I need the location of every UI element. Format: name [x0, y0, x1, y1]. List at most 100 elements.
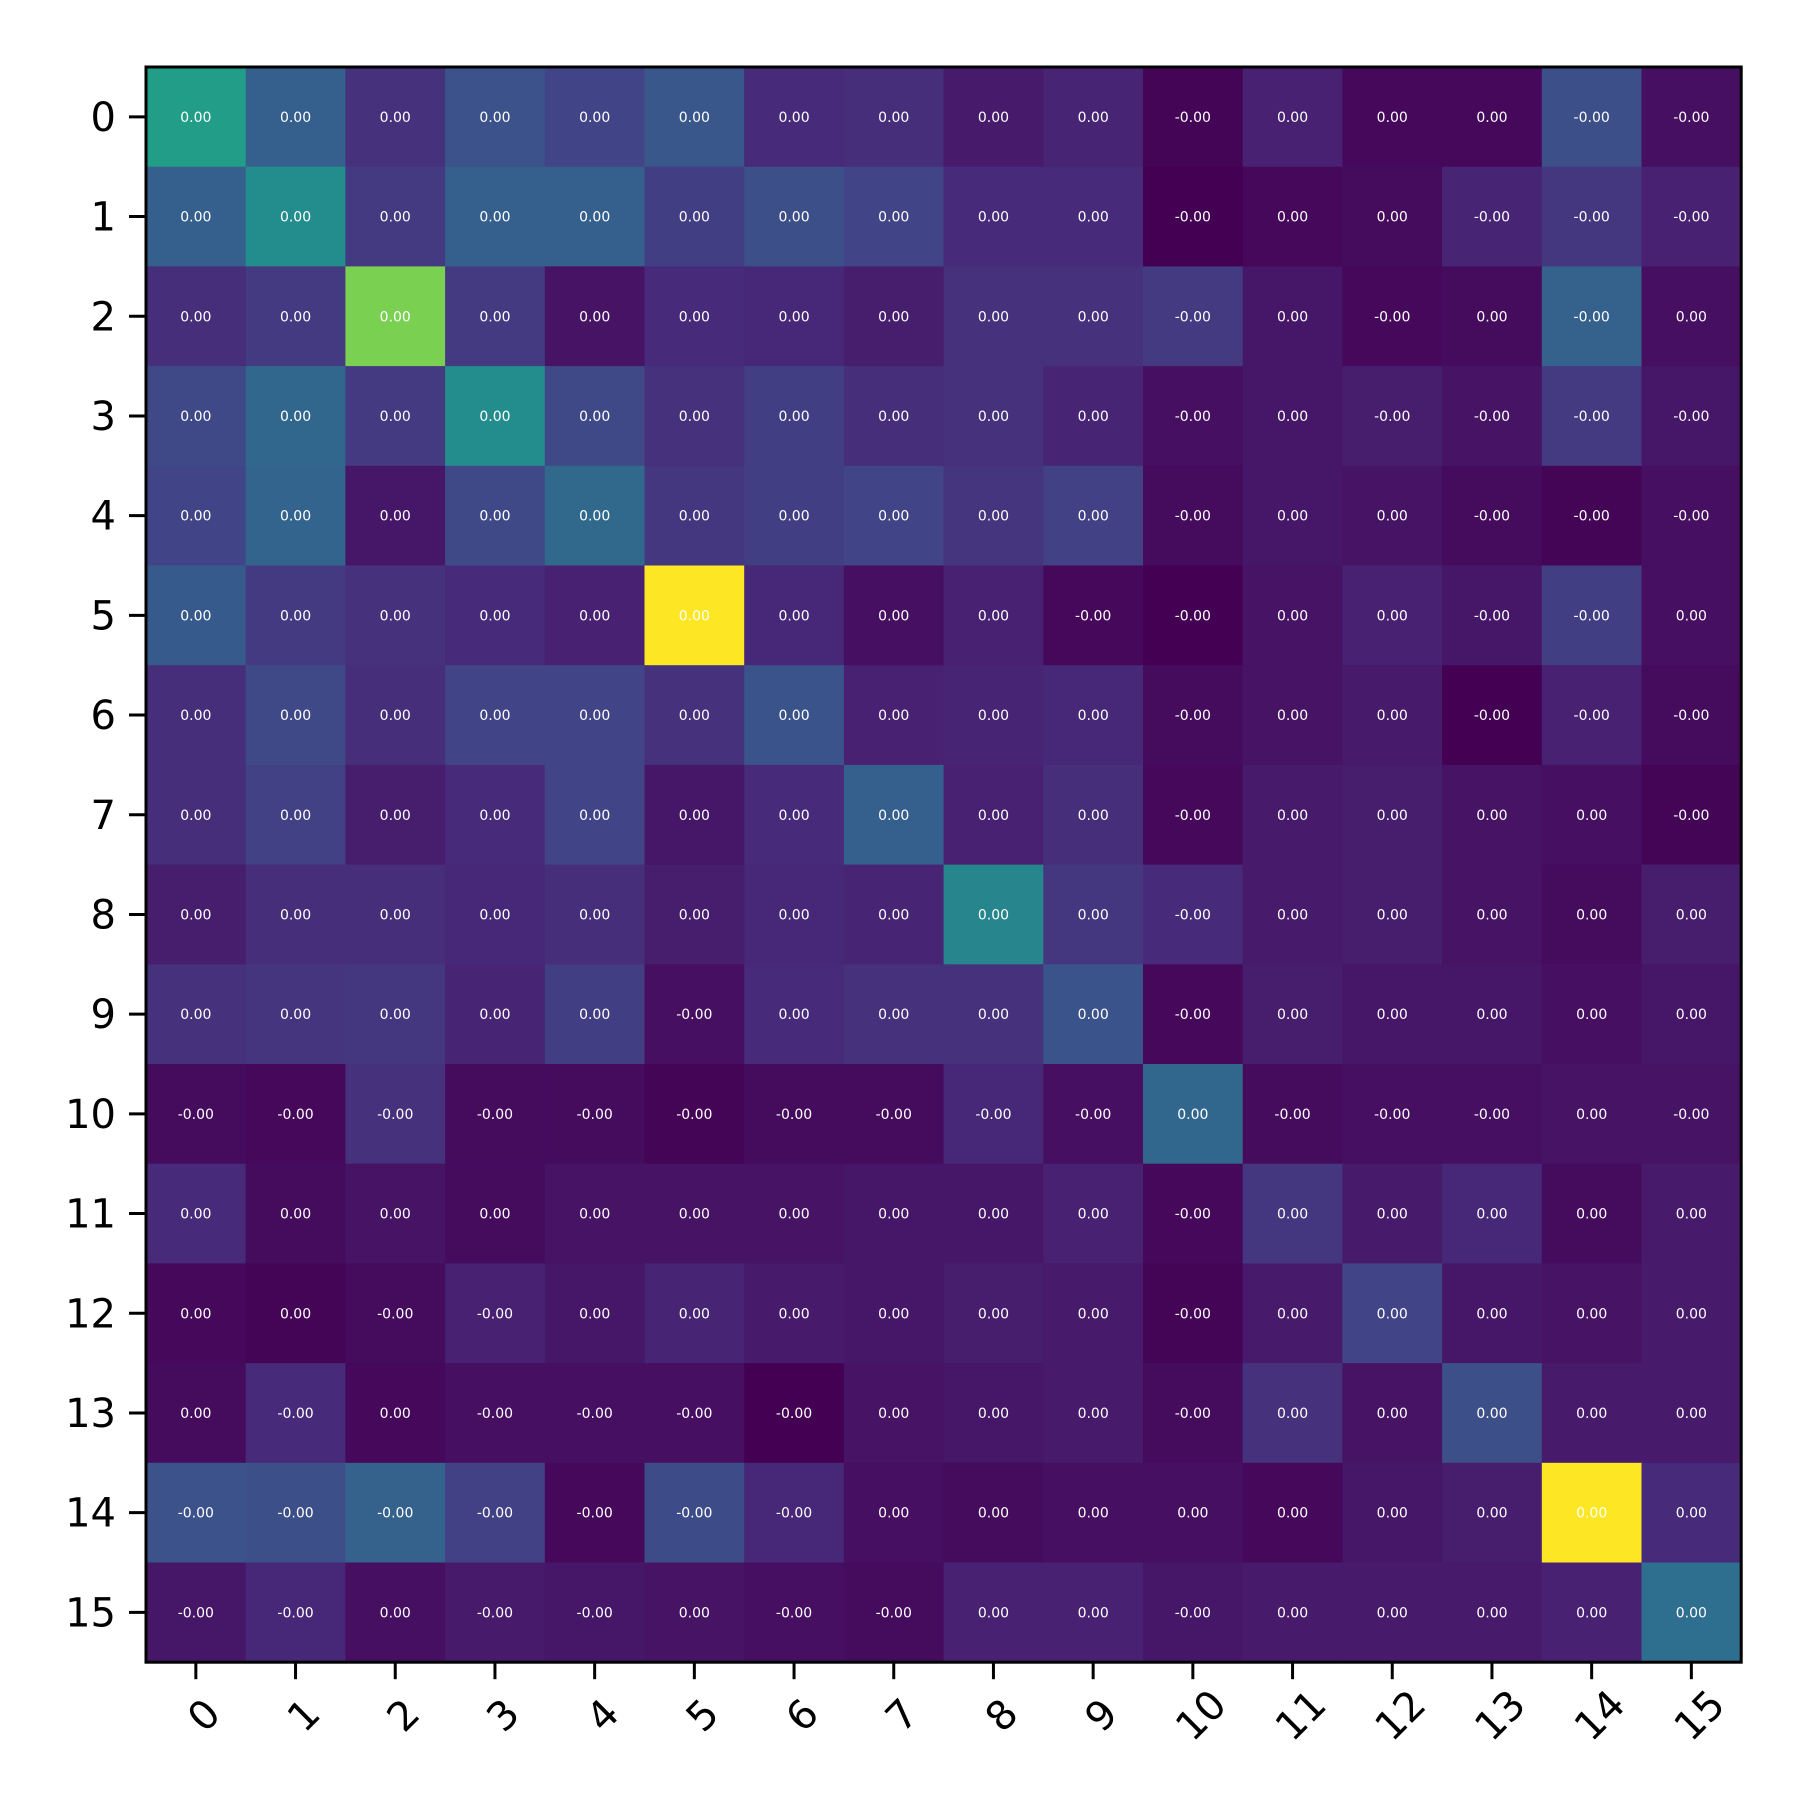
heatmap-cell-5-7 [843, 565, 945, 666]
heatmap-cell-13-4 [544, 1363, 646, 1464]
cell-value-label: -0.00 [1175, 907, 1211, 923]
heatmap-cell-15-14 [1541, 1562, 1643, 1663]
y-tick-label: 10 [65, 1092, 116, 1138]
heatmap-cell-10-8 [943, 1064, 1044, 1165]
heatmap-cell-9-6 [744, 964, 845, 1065]
cell-value-label: 0.00 [1078, 1506, 1109, 1522]
heatmap-cell-13-3 [445, 1363, 546, 1464]
heatmap-cell-10-9 [1043, 1064, 1144, 1165]
cell-value-label: 0.00 [778, 509, 809, 525]
heatmap-cell-3-15 [1641, 366, 1742, 467]
cell-value-label: -0.00 [1574, 110, 1610, 126]
heatmap-cell-4-8 [943, 465, 1044, 567]
cell-value-label: 0.00 [479, 509, 510, 525]
cell-value-label: 0.00 [878, 1306, 909, 1322]
cell-value-label: -0.00 [1474, 210, 1510, 226]
heatmap-cell-0-10 [1143, 67, 1244, 168]
cell-value-label: 0.00 [679, 1306, 710, 1322]
heatmap-cell-2-8 [943, 266, 1044, 367]
heatmap-cell-3-7 [843, 366, 945, 467]
heatmap-cell-2-14 [1541, 266, 1643, 367]
cell-value-label: -0.00 [477, 1605, 513, 1621]
cell-value-label: 0.00 [280, 210, 311, 226]
heatmap-cell-8-10 [1143, 864, 1244, 965]
cell-value-label: 0.00 [280, 1306, 311, 1322]
heatmap-cell-11-4 [544, 1163, 646, 1264]
heatmap-cell-15-6 [744, 1562, 845, 1663]
heatmap-cell-8-3 [445, 864, 546, 965]
heatmap-cell-5-9 [1043, 565, 1144, 666]
heatmap-cell-15-5 [644, 1562, 745, 1663]
cell-value-label: 0.00 [679, 309, 710, 325]
heatmap-cell-1-12 [1342, 166, 1443, 267]
heatmap-cell-10-10 [1143, 1064, 1244, 1165]
heatmap-cell-15-10 [1143, 1562, 1244, 1663]
cell-value-label: -0.00 [277, 1107, 313, 1123]
cell-value-label: 0.00 [280, 808, 311, 824]
heatmap-cell-11-5 [644, 1163, 745, 1264]
cell-value-label: 0.00 [1476, 1306, 1507, 1322]
heatmap-cell-6-6 [744, 665, 845, 766]
heatmap-cell-15-11 [1242, 1562, 1343, 1663]
heatmap-cell-9-13 [1442, 964, 1543, 1065]
heatmap-cell-12-6 [744, 1263, 845, 1364]
heatmap-cell-12-12 [1342, 1263, 1443, 1364]
heatmap-cell-5-10 [1143, 565, 1244, 666]
heatmap-cell-4-2 [345, 465, 446, 567]
heatmap-cell-13-6 [744, 1363, 845, 1464]
cell-value-label: 0.00 [978, 708, 1009, 724]
cell-value-label: 0.00 [479, 1207, 510, 1223]
cell-value-label: 0.00 [1676, 1007, 1707, 1023]
heatmap-cell-8-12 [1342, 864, 1443, 965]
cell-value-label: 0.00 [1676, 1605, 1707, 1621]
cell-value-label: -0.00 [1574, 210, 1610, 226]
heatmap-cell-10-3 [445, 1064, 546, 1165]
heatmap-cell-10-12 [1342, 1064, 1443, 1165]
heatmap-cell-5-12 [1342, 565, 1443, 666]
heatmap-cell-6-13 [1442, 665, 1543, 766]
heatmap-cell-15-12 [1342, 1562, 1443, 1663]
heatmap-cell-14-13 [1442, 1462, 1543, 1564]
cell-value-label: 0.00 [778, 1207, 809, 1223]
heatmap-cell-14-5 [644, 1462, 745, 1564]
heatmap-cell-0-13 [1442, 67, 1543, 168]
heatmap-cell-14-12 [1342, 1462, 1443, 1564]
heatmap-cell-12-11 [1242, 1263, 1343, 1364]
cell-value-label: -0.00 [477, 1306, 513, 1322]
cell-value-label: -0.00 [477, 1406, 513, 1422]
heatmap-cell-9-0 [146, 964, 247, 1065]
heatmap-cell-15-4 [544, 1562, 646, 1663]
cell-value-label: 0.00 [579, 708, 610, 724]
heatmap-cell-3-2 [345, 366, 446, 467]
heatmap-cell-7-14 [1541, 764, 1643, 866]
cell-value-label: 0.00 [1277, 210, 1308, 226]
cell-value-label: 0.00 [1078, 907, 1109, 923]
heatmap-cell-9-5 [644, 964, 745, 1065]
y-tick-label: 1 [91, 195, 116, 241]
cell-value-label: -0.00 [1574, 409, 1610, 425]
heatmap-cell-14-3 [445, 1462, 546, 1564]
cell-value-label: 0.00 [579, 509, 610, 525]
cell-value-label: 0.00 [1377, 110, 1408, 126]
cell-value-label: 0.00 [1476, 1406, 1507, 1422]
cell-value-label: -0.00 [1474, 409, 1510, 425]
cell-value-label: 0.00 [1576, 808, 1607, 824]
heatmap-cell-9-15 [1641, 964, 1742, 1065]
cell-value-label: 0.00 [878, 110, 909, 126]
cell-value-label: 0.00 [180, 907, 211, 923]
y-tick-label: 14 [65, 1491, 116, 1537]
cell-value-label: 0.00 [1277, 1406, 1308, 1422]
plot-frame [144, 65, 1743, 1664]
heatmap-cell-9-10 [1143, 964, 1244, 1065]
cell-value-label: 0.00 [180, 1306, 211, 1322]
cell-labels-layer: 0.00 0.00 0.00 0.00 0.00 0.00 0.00 0.00 0.00 0.00… [178, 110, 1710, 1621]
heatmap-cell-1-9 [1043, 166, 1144, 267]
cell-value-label: 0.00 [479, 907, 510, 923]
cell-value-label: 0.00 [180, 110, 211, 126]
cell-value-label: 0.00 [479, 309, 510, 325]
heatmap-cell-12-7 [843, 1263, 945, 1364]
cell-value-label: 0.00 [1078, 409, 1109, 425]
heatmap-cell-12-8 [943, 1263, 1044, 1364]
heatmap-cell-14-7 [843, 1462, 945, 1564]
heatmap-cell-1-0 [146, 166, 247, 267]
